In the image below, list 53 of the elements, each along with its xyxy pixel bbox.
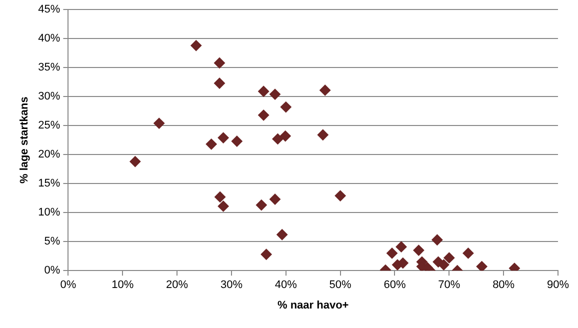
point — [214, 57, 226, 68]
point — [154, 118, 165, 129]
point — [432, 234, 443, 246]
point — [218, 200, 229, 212]
point — [462, 248, 474, 259]
point — [320, 84, 331, 96]
point — [386, 248, 398, 259]
y-tick-label: 20% — [38, 148, 60, 161]
x-axis-title: % naar havo+ — [277, 299, 349, 312]
point — [231, 136, 242, 147]
y-tick-label: 30% — [38, 90, 60, 103]
point — [190, 40, 202, 52]
point — [270, 88, 281, 100]
point — [396, 241, 407, 252]
point — [276, 229, 288, 240]
x-tick-label: 50% — [329, 279, 352, 292]
y-tick-label: 10% — [38, 206, 60, 219]
point — [260, 248, 272, 260]
point — [272, 133, 284, 144]
x-tick-label: 70% — [438, 279, 460, 292]
point — [206, 138, 217, 150]
point — [130, 156, 141, 168]
point — [280, 130, 291, 142]
y-tick-label: 15% — [38, 178, 60, 190]
x-tick-label: 0% — [60, 279, 76, 292]
x-tick-label: 80% — [492, 279, 515, 292]
y-tick-label: 45% — [38, 4, 60, 16]
point — [438, 259, 450, 270]
x-tick-label: 20% — [166, 279, 188, 292]
point — [444, 252, 455, 264]
y-axis-title: % lage startkans — [18, 96, 31, 184]
point — [218, 132, 229, 144]
point — [258, 86, 270, 97]
point — [280, 102, 292, 113]
x-tick-label: 60% — [384, 279, 406, 292]
y-tick-label: 25% — [38, 120, 60, 132]
x-tick-label: 10% — [112, 279, 134, 292]
x-tick-label: 30% — [220, 279, 243, 292]
x-tick-label: 40% — [274, 279, 298, 292]
point — [214, 78, 226, 89]
point — [476, 261, 488, 271]
point — [317, 129, 328, 140]
y-tick-label: 5% — [44, 236, 60, 248]
point — [334, 190, 346, 202]
x-tick-label: 90% — [546, 279, 570, 292]
y-tick-label: 40% — [38, 32, 60, 45]
point — [214, 191, 226, 202]
point — [270, 194, 281, 205]
y-tick-label: 35% — [38, 62, 60, 74]
point — [413, 244, 424, 256]
point — [258, 110, 270, 121]
y-tick-label: 0% — [44, 264, 60, 277]
point — [256, 200, 267, 211]
